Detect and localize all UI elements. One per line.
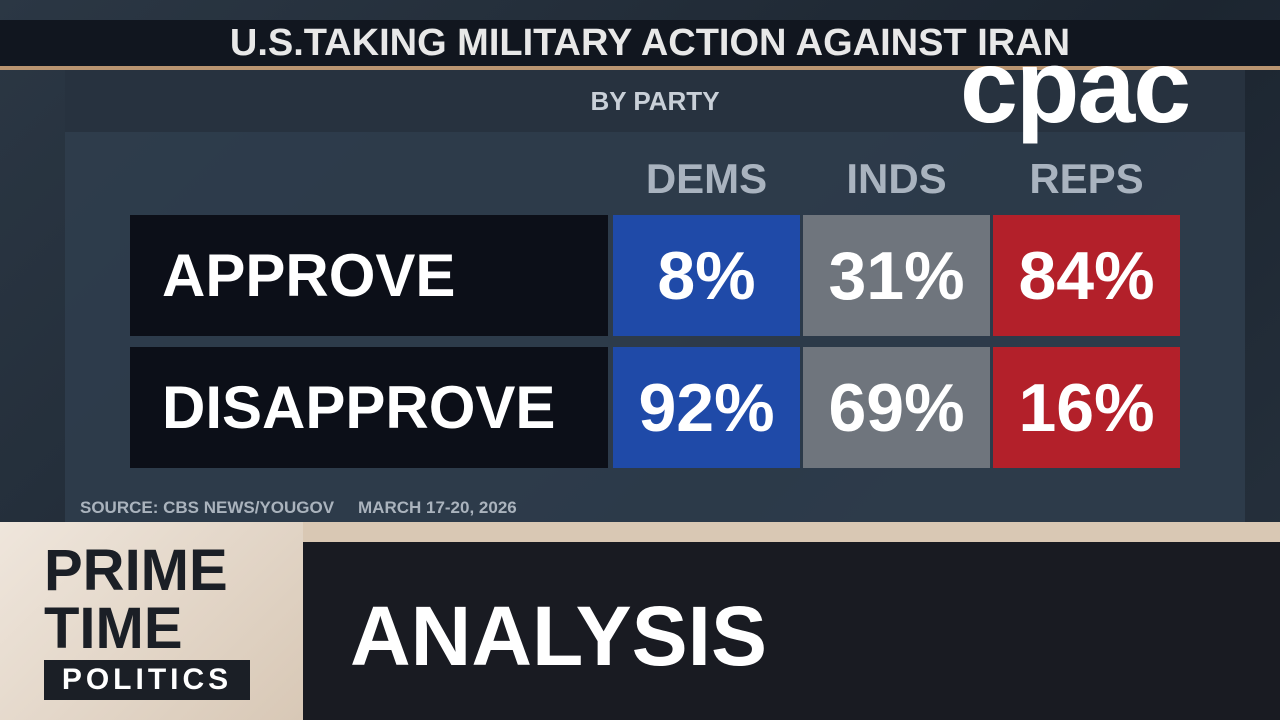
row-label: DISAPPROVE	[130, 347, 608, 468]
title-bar	[0, 20, 1280, 68]
value-cell: 31%	[803, 215, 990, 336]
column-header: REPS	[1029, 155, 1144, 202]
title: U.S.TAKING MILITARY ACTION AGAINST IRAN	[229, 22, 1071, 64]
value-cell: 84%	[993, 215, 1180, 336]
logo: cpac	[960, 29, 1191, 145]
value-cell: 16%	[993, 347, 1180, 468]
row-label: APPROVE	[130, 215, 608, 336]
source: SOURCE: CBS NEWS/YOUGOV	[80, 498, 335, 517]
show-line-1: PRIME	[44, 538, 228, 603]
subtitle: BY PARTY	[590, 86, 720, 116]
value-cell: 69%	[803, 347, 990, 468]
value-cell: 8%	[613, 215, 800, 336]
title-rule	[0, 66, 1280, 70]
subtitle-bar	[65, 70, 1245, 132]
segment: ANALYSIS	[350, 589, 768, 683]
column-header: INDS	[846, 155, 947, 202]
column-header: DEMS	[645, 155, 768, 202]
value-cell: 92%	[613, 347, 800, 468]
show-line-2: TIME	[44, 596, 183, 661]
show-line-3: POLITICS	[44, 660, 250, 700]
date: MARCH 17-20, 2026	[358, 498, 517, 517]
segment-bar	[303, 542, 1280, 720]
